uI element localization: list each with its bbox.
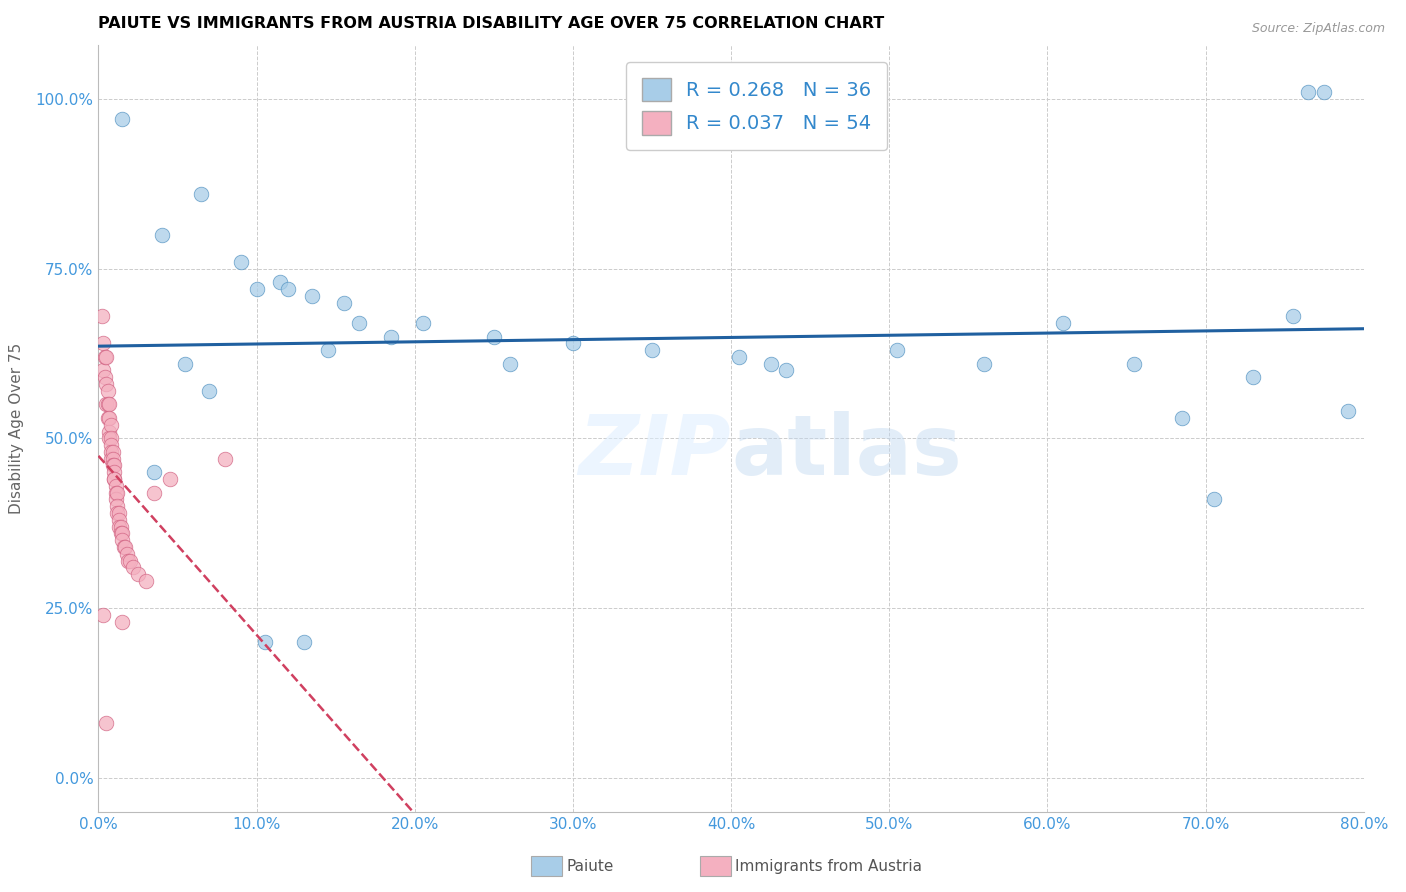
Point <box>97 384 120 398</box>
Point <box>100 451 122 466</box>
Point <box>111 526 134 541</box>
Text: Source: ZipAtlas.com: Source: ZipAtlas.com <box>1251 22 1385 36</box>
Point <box>190 186 212 201</box>
Point <box>150 227 173 242</box>
Point <box>100 431 122 445</box>
Text: PAIUTE VS IMMIGRANTS FROM AUSTRIA DISABILITY AGE OVER 75 CORRELATION CHART: PAIUTE VS IMMIGRANTS FROM AUSTRIA DISABI… <box>98 16 884 31</box>
Point <box>229 255 252 269</box>
Text: atlas: atlas <box>731 410 962 491</box>
Point <box>96 377 118 392</box>
Point <box>101 451 124 466</box>
Point <box>100 438 122 452</box>
Point <box>277 282 299 296</box>
Point <box>127 567 149 582</box>
Point <box>115 547 138 561</box>
Point <box>91 607 114 622</box>
Point <box>1123 357 1146 371</box>
Point <box>108 506 131 520</box>
Point <box>108 513 131 527</box>
Point <box>301 289 323 303</box>
Point <box>1052 316 1074 330</box>
Point <box>114 540 136 554</box>
Point <box>111 533 134 548</box>
Point <box>98 425 121 439</box>
Point <box>1313 85 1336 99</box>
Point <box>101 445 124 459</box>
Point <box>174 357 197 371</box>
Point <box>104 492 127 507</box>
Point <box>112 540 135 554</box>
Point <box>98 431 121 445</box>
Point <box>482 329 505 343</box>
Point <box>1171 411 1194 425</box>
Point <box>97 397 120 411</box>
Point <box>142 465 165 479</box>
Point <box>142 485 165 500</box>
Point <box>292 635 315 649</box>
Point <box>253 635 276 649</box>
Point <box>412 316 434 330</box>
Point <box>91 336 114 351</box>
Point <box>332 295 354 310</box>
Point <box>100 445 122 459</box>
Point <box>90 309 112 323</box>
Point <box>120 553 141 567</box>
Point <box>110 519 132 533</box>
Point <box>159 472 181 486</box>
Point <box>100 417 122 432</box>
Point <box>349 316 371 330</box>
Point <box>110 526 132 541</box>
Point <box>1337 404 1360 418</box>
Point <box>135 574 157 588</box>
Point <box>498 357 520 371</box>
Point <box>111 112 134 127</box>
Point <box>122 560 145 574</box>
Point <box>1241 370 1264 384</box>
Point <box>97 411 120 425</box>
Point <box>886 343 908 357</box>
Point <box>1281 309 1303 323</box>
Text: Immigrants from Austria: Immigrants from Austria <box>735 859 922 873</box>
Point <box>1298 85 1320 99</box>
Point <box>198 384 221 398</box>
Point <box>96 397 118 411</box>
Point <box>103 458 125 473</box>
Text: ZIP: ZIP <box>578 410 731 491</box>
Legend: R = 0.268   N = 36, R = 0.037   N = 54: R = 0.268 N = 36, R = 0.037 N = 54 <box>626 62 887 150</box>
Point <box>104 479 127 493</box>
Y-axis label: Disability Age Over 75: Disability Age Over 75 <box>10 343 24 514</box>
Point <box>93 350 117 364</box>
Point <box>111 615 134 629</box>
Point <box>973 357 995 371</box>
Point <box>380 329 402 343</box>
Point <box>561 336 585 351</box>
Point <box>117 553 139 567</box>
Point <box>759 357 782 371</box>
Point <box>101 458 124 473</box>
Point <box>214 451 236 466</box>
Point <box>108 519 131 533</box>
Point <box>96 350 118 364</box>
Point <box>728 350 751 364</box>
Point <box>107 500 129 514</box>
Point <box>103 472 125 486</box>
Point <box>98 397 121 411</box>
Point <box>107 485 129 500</box>
Point <box>93 370 117 384</box>
Point <box>316 343 339 357</box>
Point <box>104 485 127 500</box>
Point <box>96 716 118 731</box>
Point <box>103 472 125 486</box>
Point <box>103 465 125 479</box>
Point <box>246 282 269 296</box>
Text: Paiute: Paiute <box>567 859 614 873</box>
Point <box>641 343 664 357</box>
Point <box>1202 492 1225 507</box>
Point <box>98 411 121 425</box>
Point <box>775 363 797 377</box>
Point <box>107 506 129 520</box>
Point <box>269 275 291 289</box>
Point <box>91 363 114 377</box>
